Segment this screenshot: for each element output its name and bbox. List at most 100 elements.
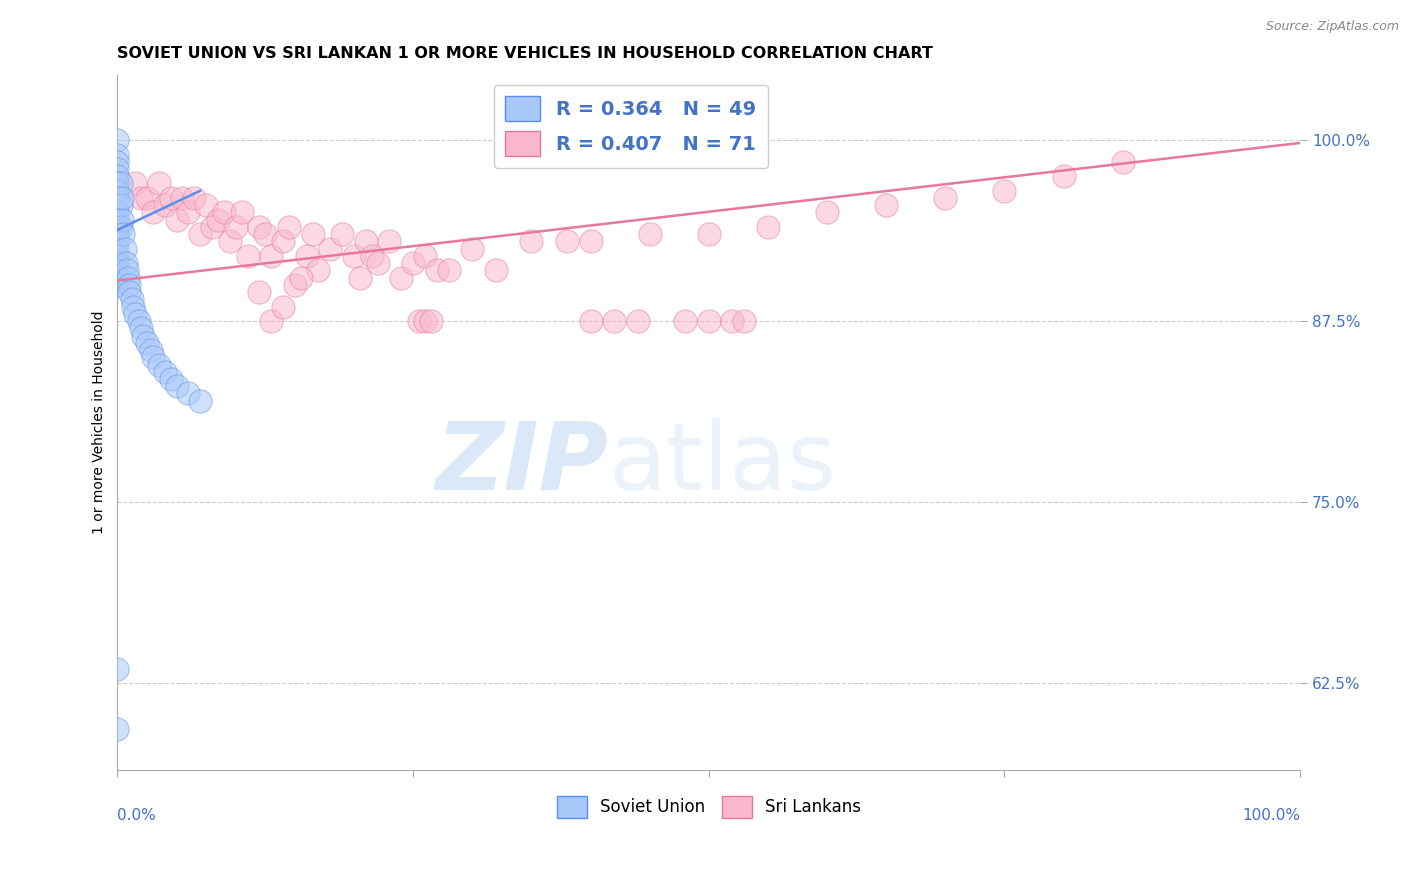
Point (236, 249, 259, 263)
Point (183, 191, 205, 205)
Point (153, 365, 176, 379)
Point (142, 351, 165, 365)
Point (378, 235, 401, 249)
Point (107, 191, 129, 205)
Point (195, 198, 218, 212)
Text: ZIP: ZIP (436, 418, 609, 510)
Point (579, 235, 602, 249)
Point (107, 270, 129, 285)
Point (107, 277, 129, 292)
Point (107, 184, 129, 198)
Point (188, 393, 211, 408)
Point (354, 235, 377, 249)
Point (295, 249, 318, 263)
Point (277, 219, 299, 234)
Point (107, 723, 129, 737)
Point (815, 205, 838, 219)
Point (172, 191, 194, 205)
Point (308, 263, 330, 277)
Text: 0.0%: 0.0% (118, 808, 156, 823)
Point (136, 191, 159, 205)
Point (107, 662, 129, 676)
Point (110, 198, 132, 212)
Point (107, 249, 129, 263)
Point (107, 212, 129, 227)
Point (638, 227, 661, 242)
Point (148, 177, 170, 191)
Point (107, 227, 129, 242)
Point (271, 235, 294, 249)
Point (389, 270, 412, 285)
Point (121, 293, 143, 307)
Point (360, 249, 382, 263)
Point (301, 227, 323, 242)
Point (330, 227, 353, 242)
Point (107, 205, 129, 219)
Point (136, 335, 159, 350)
Point (177, 205, 200, 219)
Text: SOVIET UNION VS SRI LANKAN 1 OR MORE VEHICLES IN HOUSEHOLD CORRELATION CHART: SOVIET UNION VS SRI LANKAN 1 OR MORE VEH… (118, 46, 934, 62)
Point (225, 219, 247, 234)
Point (579, 314, 602, 328)
Point (153, 198, 176, 212)
Point (124, 177, 146, 191)
Point (111, 212, 134, 227)
Point (112, 227, 135, 242)
Point (166, 379, 188, 393)
Text: Source: ZipAtlas.com: Source: ZipAtlas.com (1265, 20, 1399, 33)
Point (231, 205, 253, 219)
Point (673, 314, 696, 328)
Point (627, 314, 650, 328)
Text: 100.0%: 100.0% (1241, 808, 1301, 823)
Point (603, 314, 626, 328)
Point (993, 184, 1015, 198)
Point (697, 314, 720, 328)
Point (159, 372, 181, 386)
Point (107, 263, 129, 277)
Point (413, 249, 436, 263)
Point (201, 219, 224, 234)
Point (177, 386, 200, 401)
Point (159, 191, 181, 205)
Point (207, 212, 229, 227)
Y-axis label: 1 or more Vehicles in Household: 1 or more Vehicles in Household (93, 310, 107, 534)
Point (111, 191, 134, 205)
Point (166, 212, 188, 227)
Point (218, 235, 240, 249)
Point (413, 314, 436, 328)
Point (132, 328, 155, 343)
Point (107, 154, 129, 169)
Point (461, 242, 484, 256)
Point (114, 256, 136, 270)
Text: atlas: atlas (609, 418, 837, 510)
Point (875, 198, 897, 212)
Point (408, 314, 430, 328)
Point (107, 242, 129, 256)
Point (114, 242, 136, 256)
Point (756, 219, 779, 234)
Point (419, 314, 441, 328)
Point (520, 235, 543, 249)
Point (107, 133, 129, 147)
Point (247, 285, 270, 299)
Point (121, 300, 143, 314)
Point (107, 161, 129, 176)
Point (934, 191, 956, 205)
Legend: Soviet Union, Sri Lankans: Soviet Union, Sri Lankans (550, 789, 868, 824)
Point (697, 227, 720, 242)
Point (367, 256, 389, 270)
Point (110, 219, 132, 234)
Point (349, 270, 371, 285)
Point (124, 307, 146, 321)
Point (129, 191, 152, 205)
Point (117, 270, 139, 285)
Point (118, 285, 141, 299)
Point (721, 314, 744, 328)
Point (107, 256, 129, 270)
Point (485, 263, 508, 277)
Point (290, 270, 312, 285)
Point (107, 177, 129, 191)
Point (107, 198, 129, 212)
Point (437, 263, 460, 277)
Point (426, 263, 449, 277)
